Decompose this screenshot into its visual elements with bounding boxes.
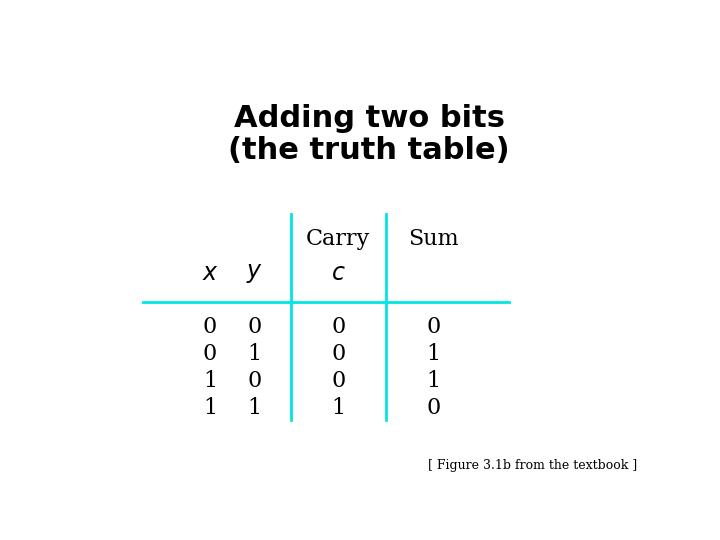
Text: 0: 0 <box>203 316 217 338</box>
Text: 1: 1 <box>203 397 217 419</box>
Text: 0: 0 <box>426 397 441 419</box>
Text: Carry: Carry <box>306 228 370 251</box>
Text: Adding two bits: Adding two bits <box>233 104 505 133</box>
Text: 1: 1 <box>248 343 261 365</box>
Text: 1: 1 <box>203 370 217 392</box>
Text: 0: 0 <box>248 370 262 392</box>
Text: 1: 1 <box>331 397 346 419</box>
Text: Sum: Sum <box>408 228 459 251</box>
Text: 0: 0 <box>426 316 441 338</box>
Text: 0: 0 <box>331 370 346 392</box>
Text: 0: 0 <box>331 343 346 365</box>
Text: 0: 0 <box>248 316 262 338</box>
Text: 0: 0 <box>203 343 217 365</box>
Text: $c$: $c$ <box>331 261 346 285</box>
Text: (the truth table): (the truth table) <box>228 136 510 165</box>
Text: 0: 0 <box>331 316 346 338</box>
Text: $x$: $x$ <box>202 261 218 285</box>
Text: 1: 1 <box>248 397 261 419</box>
Text: 1: 1 <box>426 343 440 365</box>
Text: $y$: $y$ <box>246 261 263 285</box>
Text: [ Figure 3.1b from the textbook ]: [ Figure 3.1b from the textbook ] <box>428 460 637 472</box>
Text: 1: 1 <box>426 370 440 392</box>
